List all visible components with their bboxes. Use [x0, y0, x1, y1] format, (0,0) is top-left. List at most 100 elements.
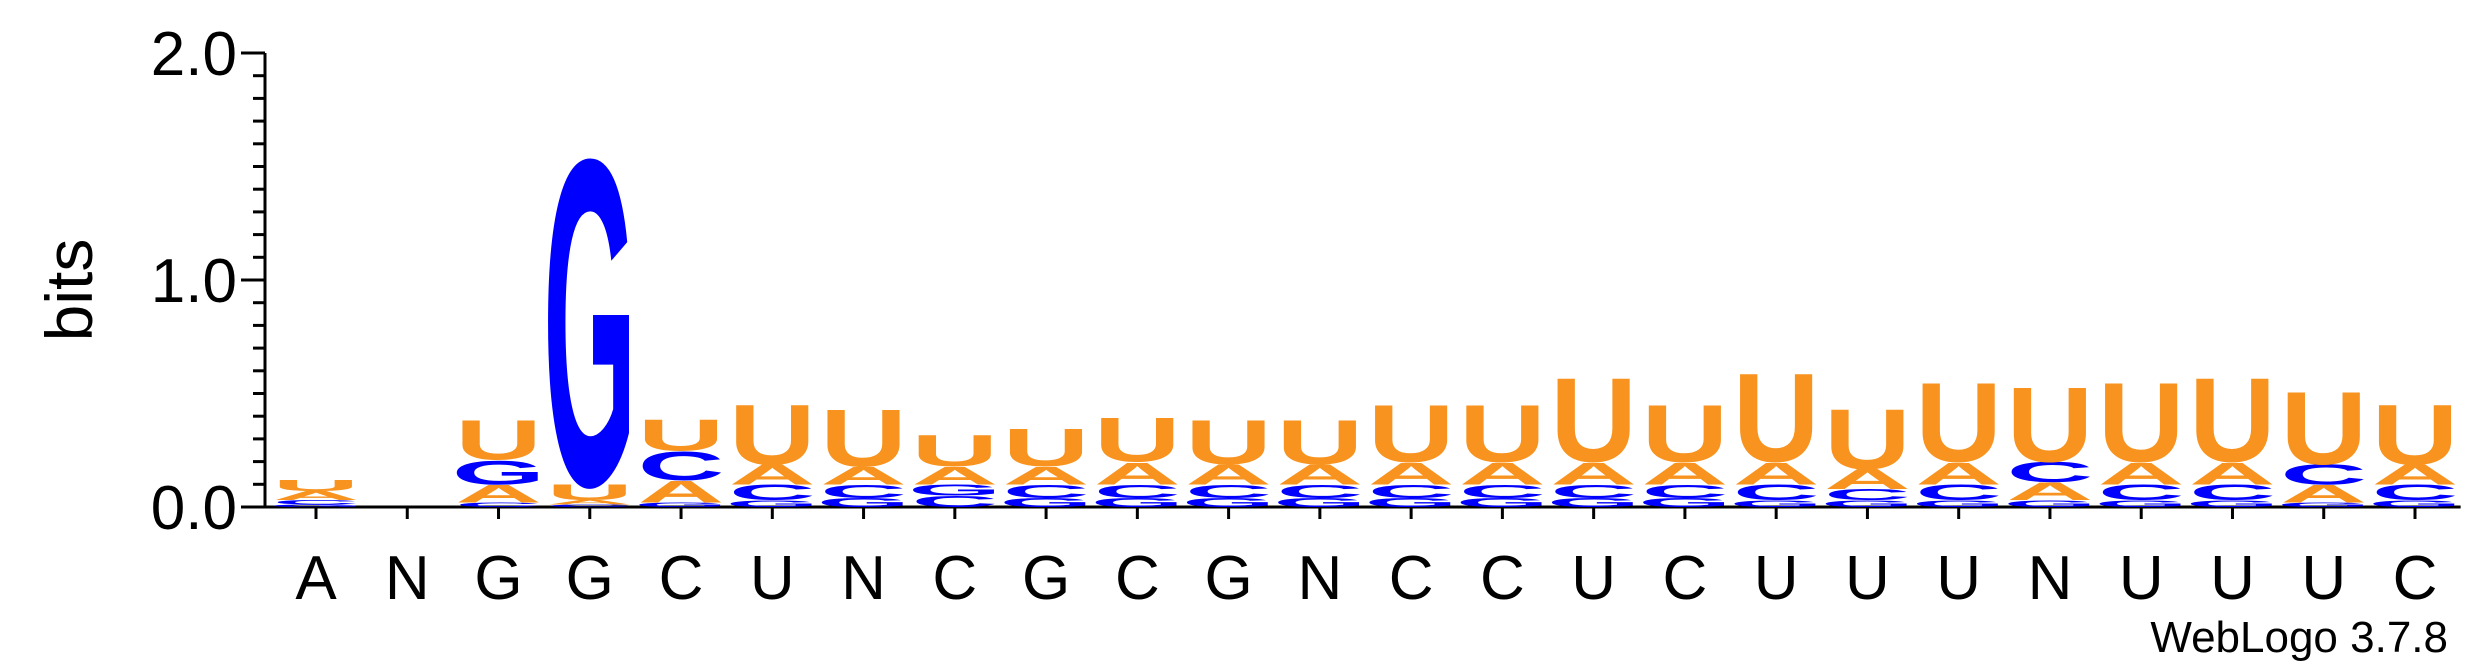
x-tick-label: U	[2301, 544, 2346, 613]
x-tick-label: N	[2028, 544, 2073, 613]
logo-letter: A	[638, 474, 725, 509]
logo-letter: A	[1642, 456, 1729, 491]
logo-letter: A	[1915, 456, 2002, 491]
logo-letter: U	[2189, 354, 2276, 488]
logo-letter: C	[273, 499, 360, 506]
logo-letter: A	[1459, 456, 1546, 491]
x-tick-label: U	[750, 544, 795, 613]
logo-letter: U	[1824, 392, 1911, 487]
logo-letter: G	[2003, 499, 2096, 510]
x-tick-label: C	[1115, 544, 1160, 613]
x-tick-label: C	[1663, 544, 1708, 613]
logo-letter: A	[546, 499, 633, 506]
logo-letter: C	[455, 501, 542, 508]
logo-letter: A	[1094, 456, 1181, 491]
logo-letter: A	[2098, 456, 2185, 491]
x-tick-label: U	[1754, 544, 1799, 613]
logo-letter: G	[1638, 496, 1731, 510]
logo-letter: A	[2372, 459, 2459, 491]
x-tick-label: U	[2210, 544, 2255, 613]
logo-letter: G	[269, 504, 362, 508]
logo-letter: A	[1185, 459, 1272, 491]
x-tick-label: G	[1022, 544, 1070, 613]
x-tick-label: U	[1845, 544, 1890, 613]
logo-letter: C	[1459, 481, 1546, 502]
logo-letter: C	[912, 493, 999, 511]
logo-letter: C	[820, 481, 907, 502]
logo-letter: C	[1368, 481, 1455, 502]
logo-letter: C	[546, 504, 633, 508]
logo-letter: U	[1003, 418, 1090, 478]
logo-letter: A	[1003, 462, 1090, 490]
x-tick-label: A	[295, 544, 337, 613]
logo-letter: G	[908, 482, 1001, 500]
logo-letter: G	[2186, 499, 2279, 510]
logo-letter: C	[2007, 457, 2094, 489]
logo-letter: C	[1733, 480, 1820, 505]
logo-letter: C	[2189, 480, 2276, 505]
logo-letter: G	[1091, 496, 1184, 510]
x-tick-label: U	[2119, 544, 2164, 613]
logo-letter: C	[1277, 481, 1364, 502]
x-tick-label: G	[566, 544, 614, 613]
logo-letter: G	[634, 501, 727, 508]
logo-letter: C	[1003, 481, 1090, 502]
y-tick-label: 0.0	[151, 474, 237, 543]
logo-letter: A	[1368, 456, 1455, 491]
logo-letter: C	[2280, 459, 2367, 491]
logo-letter: A	[1550, 456, 1637, 491]
logo-letter: G	[1182, 496, 1275, 510]
y-tick-label: 2.0	[151, 20, 237, 89]
logo-letter: G	[1547, 496, 1640, 510]
logo-letter: G	[817, 496, 910, 510]
logo-letter: U	[2098, 359, 2185, 486]
x-tick-label: N	[385, 544, 430, 613]
x-tick-label: N	[1297, 544, 1342, 613]
x-tick-label: G	[474, 544, 522, 613]
logo-letter: U	[1094, 405, 1181, 475]
logo-letter: A	[729, 459, 816, 491]
logo-letter: U	[2007, 365, 2094, 485]
logo-letter: A	[1733, 456, 1820, 491]
logo-letter: G	[1273, 496, 1366, 510]
credit: WebLogo 3.7.8	[2150, 613, 2448, 662]
y-tick-label: 1.0	[151, 247, 237, 316]
logo-letter: C	[2372, 480, 2459, 505]
logo-letter: A	[273, 489, 360, 503]
x-tick-label: N	[841, 544, 886, 613]
x-tick-label: C	[1480, 544, 1525, 613]
logo-letter: G	[1730, 499, 1823, 510]
logo-letter: U	[1368, 387, 1455, 479]
logo-letter: A	[2007, 478, 2094, 506]
logo-letter: A	[1824, 463, 1911, 495]
x-tick-label: U	[1936, 544, 1981, 613]
logo-letter: A	[912, 462, 999, 490]
x-tick-label: C	[2393, 544, 2438, 613]
logo-letter: U	[1550, 354, 1637, 488]
logo-letter: C	[1915, 480, 2002, 505]
logo-letter: U	[1733, 349, 1820, 489]
logo-letter: U	[912, 427, 999, 476]
logo-letter: G	[1821, 499, 1914, 510]
logo-letter: C	[2098, 480, 2185, 505]
logo-letter: A	[820, 462, 907, 490]
logo-letter: U	[546, 480, 633, 505]
logo-letter: U	[1277, 407, 1364, 477]
logo-letter: A	[455, 480, 542, 508]
logo-letter: U	[820, 392, 907, 484]
logo-letter: A	[2280, 480, 2367, 508]
logo-letter: G	[999, 496, 1092, 510]
logo-letter: G	[452, 453, 545, 492]
logo-letter: U	[1915, 359, 2002, 486]
logo-letter: C	[638, 443, 725, 489]
x-tick-label: C	[932, 544, 977, 613]
logo-letter: C	[1550, 481, 1637, 502]
logo-letter: U	[638, 411, 725, 460]
x-tick-label: C	[1389, 544, 1434, 613]
logo-letter: U	[2372, 388, 2459, 483]
logo-letter: G	[2095, 499, 2188, 510]
logo-letter: G	[2368, 499, 2461, 510]
x-tick-label: U	[1571, 544, 1616, 613]
logo-letter: G	[726, 499, 819, 510]
